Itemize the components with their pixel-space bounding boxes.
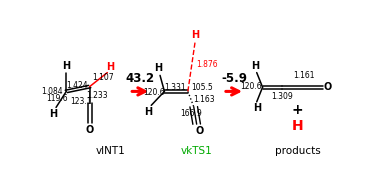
- Text: H: H: [292, 119, 304, 133]
- Text: O: O: [195, 126, 204, 136]
- Text: 123.1: 123.1: [70, 97, 92, 106]
- Text: O: O: [85, 125, 94, 135]
- Text: H: H: [49, 109, 57, 119]
- Text: H: H: [251, 61, 259, 71]
- Text: H: H: [144, 107, 152, 117]
- Text: H: H: [155, 63, 163, 73]
- Text: H: H: [62, 61, 70, 71]
- Text: 119.6: 119.6: [47, 94, 68, 103]
- Text: 1.084: 1.084: [41, 87, 62, 96]
- Text: H: H: [253, 103, 261, 113]
- Text: 1.161: 1.161: [293, 71, 314, 80]
- Text: 1.233: 1.233: [86, 91, 108, 100]
- Text: vINT1: vINT1: [95, 146, 125, 156]
- Text: O: O: [324, 82, 332, 92]
- Text: 120.6: 120.6: [240, 82, 262, 91]
- Text: H: H: [191, 30, 199, 40]
- Text: 105.5: 105.5: [191, 83, 213, 92]
- Text: 1.309: 1.309: [271, 92, 293, 102]
- Text: 1.331: 1.331: [164, 83, 186, 92]
- Text: 1.107: 1.107: [93, 73, 114, 82]
- Text: H: H: [106, 62, 114, 72]
- Text: 120.6: 120.6: [143, 88, 165, 97]
- Text: -5.9: -5.9: [221, 72, 247, 85]
- Text: +: +: [292, 102, 304, 117]
- Text: 166.9: 166.9: [180, 109, 202, 118]
- Text: 1.424: 1.424: [66, 81, 87, 90]
- Text: vkTS1: vkTS1: [181, 146, 212, 156]
- Text: products: products: [275, 146, 321, 156]
- Text: 1.876: 1.876: [196, 60, 218, 70]
- Text: 43.2: 43.2: [126, 72, 155, 85]
- Text: 1.163: 1.163: [193, 95, 215, 104]
